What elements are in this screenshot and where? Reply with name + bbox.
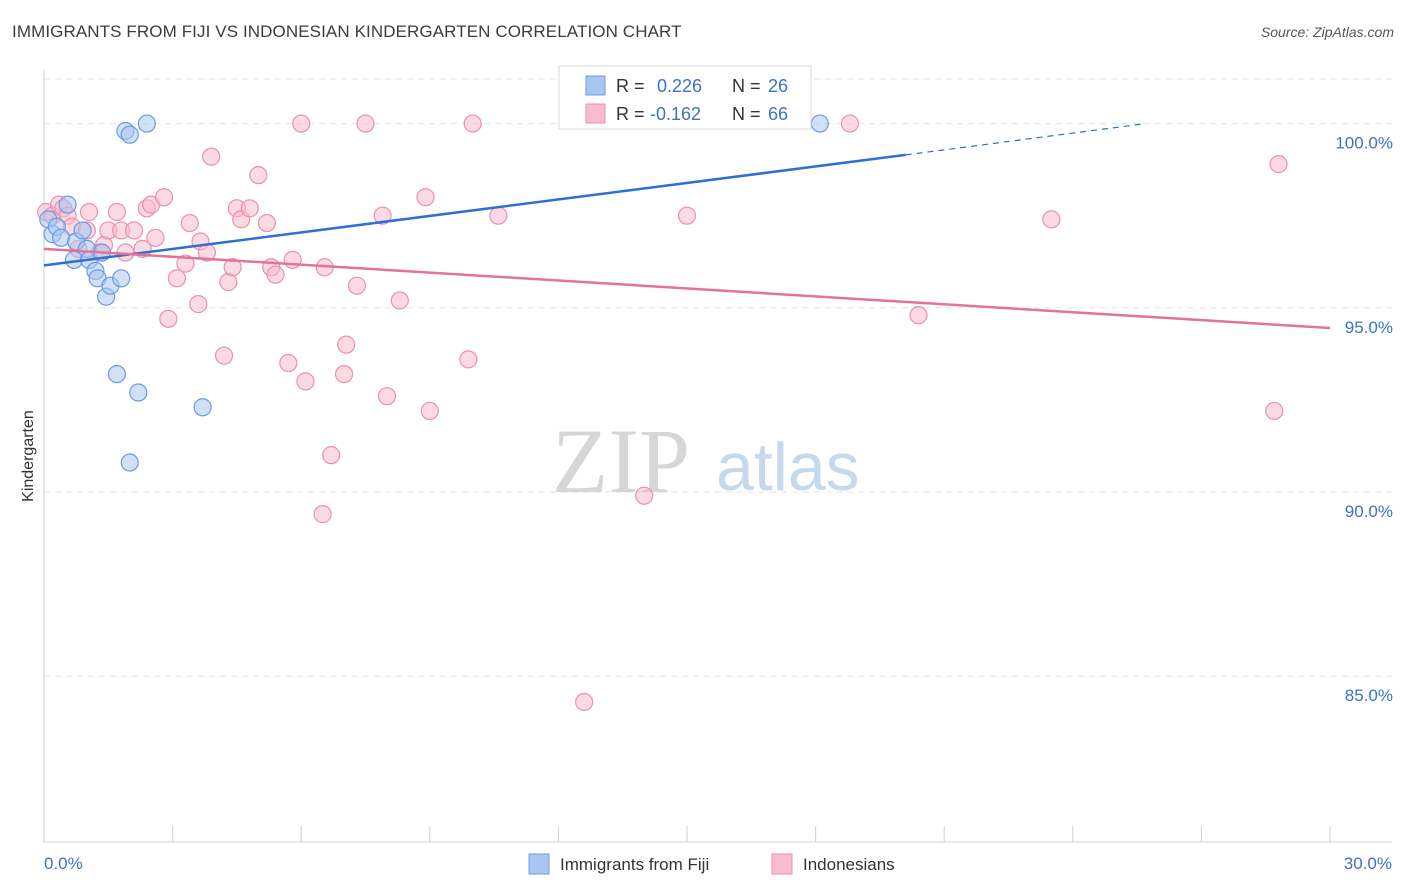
legend-r-label-indonesians: R = [616, 104, 645, 124]
indonesians-point [176, 254, 195, 273]
x-axis-ticks [43, 826, 1331, 842]
legend-n-label-fiji: N = [732, 76, 761, 96]
watermark-zip: ZIP [552, 410, 690, 512]
indonesians-point [909, 306, 928, 325]
fiji-point [112, 269, 131, 288]
fiji-point [58, 195, 77, 214]
legend-n-value-fiji: 26 [768, 76, 788, 96]
indonesians-point [840, 114, 859, 133]
legend-n-label-indonesians: N = [732, 104, 761, 124]
y-axis-tick-labels: 85.0% 90.0% 95.0% 100.0% [1335, 134, 1393, 706]
indonesians-point [159, 309, 178, 328]
indonesians-point [283, 250, 302, 269]
indonesians-point [107, 202, 126, 222]
indonesians-point [202, 147, 221, 166]
fiji-point [137, 114, 156, 133]
fiji-trend-extension [905, 122, 1146, 156]
indonesians-point [240, 199, 259, 218]
fiji-point [129, 383, 148, 402]
watermark: ZIP atlas [552, 410, 860, 512]
indonesians-point [146, 228, 165, 247]
indonesians-point [575, 692, 594, 712]
legend-n-value-indonesians: 66 [768, 104, 788, 124]
chart-title: IMMIGRANTS FROM FIJI VS INDONESIAN KINDE… [12, 22, 682, 41]
watermark-atlas: atlas [716, 429, 860, 505]
y-tick-label: 90.0% [1345, 502, 1393, 521]
bottom-legend-swatch-fiji [528, 853, 550, 875]
grid-lines [44, 78, 1392, 677]
indonesians-point [459, 350, 478, 369]
indonesians-point [223, 258, 242, 277]
indonesians-point [334, 365, 354, 384]
indonesians-point [257, 213, 277, 233]
indonesians-point [249, 166, 268, 185]
bottom-legend-label-indonesians: Indonesians [803, 855, 895, 874]
fiji-point [52, 228, 71, 247]
indonesians-point [489, 206, 508, 225]
indonesians-point [167, 269, 186, 288]
indonesians-point [266, 265, 285, 284]
indonesians-point [1269, 155, 1288, 174]
fiji-point [193, 398, 212, 417]
source-label: Source: ZipAtlas.com [1260, 24, 1394, 40]
bottom-legend: Immigrants from Fiji Indonesians [528, 853, 895, 875]
indonesians-point [124, 221, 144, 240]
fiji-point [810, 114, 829, 133]
indonesians-point [377, 387, 397, 406]
indonesians-point [635, 486, 654, 505]
indonesians-point [189, 295, 208, 314]
y-tick-label: 100.0% [1335, 134, 1393, 153]
indonesians-point [214, 346, 234, 365]
legend: R = 0.226 N = 26 R = -0.162 N = 66 [558, 65, 812, 130]
indonesians-point [347, 276, 367, 295]
x-tick-label-min: 0.0% [44, 854, 83, 873]
bottom-legend-label-fiji: Immigrants from Fiji [560, 855, 709, 874]
indonesians-point [1265, 401, 1284, 421]
legend-swatch-fiji [585, 75, 606, 96]
x-tick-label-max: 30.0% [1344, 854, 1392, 873]
indonesians-trend-line [43, 247, 1331, 330]
indonesians-point [356, 114, 375, 133]
indonesians-point [677, 206, 697, 225]
indonesians-point [79, 202, 99, 222]
indonesians-point [292, 114, 311, 133]
indonesians-point [463, 114, 482, 133]
indonesians-point [313, 505, 332, 524]
fiji-point [120, 125, 139, 144]
indonesians-point [416, 188, 435, 207]
fiji-point [120, 453, 139, 472]
trend-lines [43, 122, 1331, 330]
legend-r-label-fiji: R = [616, 76, 645, 96]
indonesians-point [322, 446, 341, 465]
legend-swatch-indonesians [585, 103, 606, 124]
legend-r-value-fiji: 0.226 [657, 76, 702, 96]
indonesians-point [337, 335, 356, 354]
fiji-trend-line [43, 153, 906, 267]
bottom-legend-swatch-indonesians [771, 853, 793, 875]
y-tick-label: 85.0% [1345, 686, 1393, 705]
fiji-point [73, 221, 92, 240]
indonesians-point [180, 213, 199, 233]
axes [43, 70, 1392, 843]
indonesians-point [1042, 210, 1061, 229]
indonesians-point [373, 206, 392, 225]
y-tick-label: 95.0% [1345, 318, 1393, 337]
indonesians-point [279, 353, 298, 373]
y-axis-label: Kindergarten [20, 410, 37, 502]
indonesians-point [154, 188, 174, 207]
indonesians-point [390, 291, 409, 310]
data-points [37, 114, 1288, 712]
indonesians-point [420, 401, 439, 421]
indonesians-point [296, 372, 315, 391]
legend-r-value-indonesians: -0.162 [650, 104, 701, 124]
fiji-point [107, 365, 126, 384]
